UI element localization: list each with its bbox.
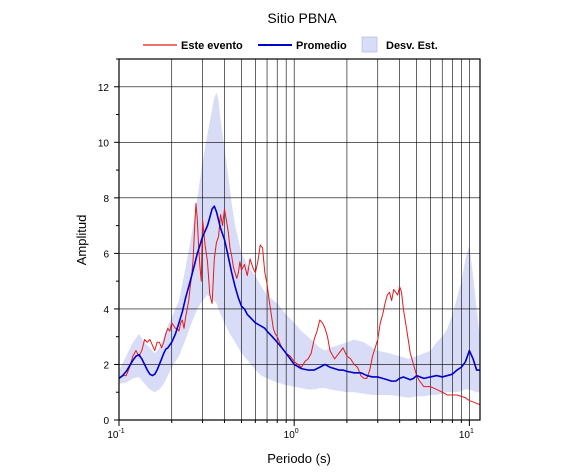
chart-title: Sitio PBNA bbox=[267, 10, 337, 26]
std-band bbox=[119, 92, 480, 398]
legend-event-label: Este evento bbox=[181, 40, 243, 52]
y-tick-label: 8 bbox=[103, 194, 109, 205]
y-tick-label: 10 bbox=[98, 138, 110, 149]
x-axis-label: Periodo (s) bbox=[267, 451, 331, 466]
lines-layer bbox=[119, 202, 480, 406]
ticks-layer: 0 2 4 6 8 10 12 10-1 100 101 bbox=[98, 58, 474, 441]
plot-frame bbox=[118, 58, 481, 421]
legend-std-label: Desv. Est. bbox=[386, 40, 438, 52]
y-axis-label: Amplitud bbox=[74, 215, 89, 266]
y-tick-label: 0 bbox=[103, 416, 109, 427]
std-band-layer bbox=[119, 92, 480, 398]
mean-series-line bbox=[119, 205, 480, 382]
x-tick-label: 100 bbox=[284, 428, 299, 441]
y-tick-label: 12 bbox=[98, 83, 110, 94]
grid-layer bbox=[118, 59, 480, 420]
legend-mean-label: Promedio bbox=[296, 40, 347, 52]
legend: Este evento Promedio Desv. Est. bbox=[143, 36, 438, 53]
legend-std-swatch bbox=[361, 36, 378, 53]
y-tick-label: 6 bbox=[103, 249, 109, 260]
y-tick-label: 2 bbox=[103, 360, 109, 371]
x-tick-label: 10-1 bbox=[107, 428, 124, 441]
y-tick-label: 4 bbox=[103, 305, 109, 316]
x-tick-label: 101 bbox=[459, 428, 474, 441]
